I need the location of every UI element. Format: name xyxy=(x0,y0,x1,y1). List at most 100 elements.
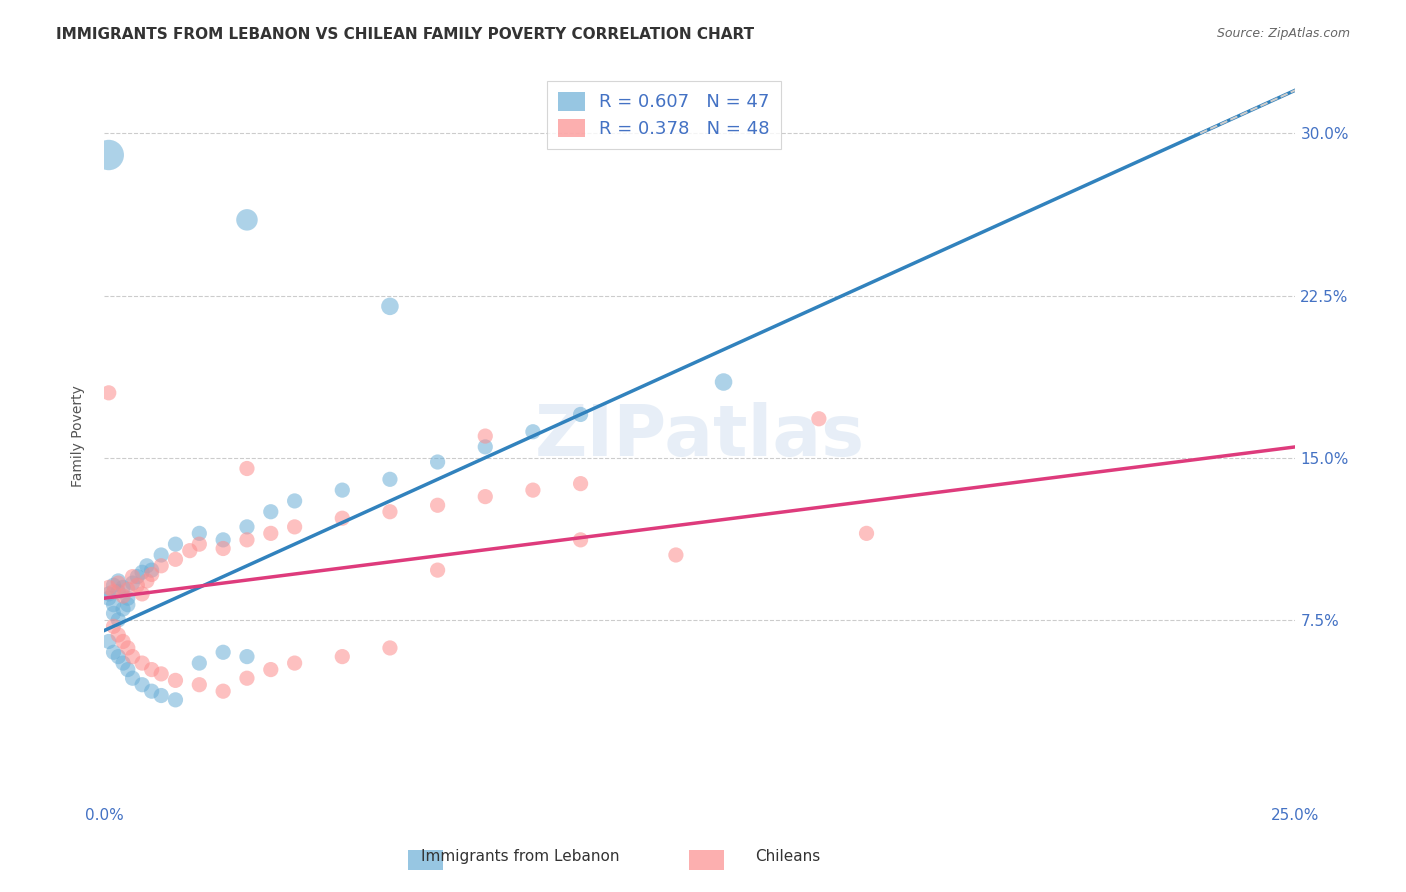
Point xyxy=(212,645,235,659)
Point xyxy=(569,533,592,547)
Point xyxy=(713,375,735,389)
Point xyxy=(260,663,283,677)
Point xyxy=(107,584,129,599)
Point xyxy=(212,684,235,698)
Point xyxy=(474,440,496,454)
Point xyxy=(121,569,143,583)
Point xyxy=(97,581,120,595)
Point xyxy=(378,640,401,655)
Point xyxy=(236,520,259,534)
Text: Source: ZipAtlas.com: Source: ZipAtlas.com xyxy=(1216,27,1350,40)
Point xyxy=(131,566,153,580)
Text: Immigrants from Lebanon: Immigrants from Lebanon xyxy=(420,849,620,863)
Point xyxy=(330,511,353,525)
Point xyxy=(330,649,353,664)
Point xyxy=(165,693,187,707)
Point xyxy=(474,429,496,443)
Point xyxy=(127,578,149,592)
Point xyxy=(260,526,283,541)
Point xyxy=(236,461,259,475)
Point xyxy=(284,520,307,534)
Point xyxy=(112,656,135,670)
Point xyxy=(135,574,157,588)
Point xyxy=(522,425,544,439)
Point xyxy=(236,533,259,547)
Point xyxy=(378,472,401,486)
Point xyxy=(284,656,307,670)
Point xyxy=(141,567,163,582)
Point xyxy=(107,613,129,627)
Point xyxy=(236,671,259,685)
Point xyxy=(103,645,125,659)
Point xyxy=(150,548,173,562)
Point xyxy=(135,558,157,573)
Point xyxy=(522,483,544,497)
Point xyxy=(188,678,211,692)
Point xyxy=(112,634,135,648)
Point xyxy=(121,576,143,591)
Point xyxy=(378,505,401,519)
Point xyxy=(97,385,120,400)
Point xyxy=(150,666,173,681)
Point xyxy=(330,483,353,497)
Point xyxy=(127,569,149,583)
Text: IMMIGRANTS FROM LEBANON VS CHILEAN FAMILY POVERTY CORRELATION CHART: IMMIGRANTS FROM LEBANON VS CHILEAN FAMIL… xyxy=(56,27,755,42)
Point xyxy=(188,656,211,670)
Point xyxy=(426,455,449,469)
Point xyxy=(131,587,153,601)
Point xyxy=(236,649,259,664)
Point xyxy=(131,678,153,692)
Point xyxy=(141,663,163,677)
Point xyxy=(117,663,139,677)
Point xyxy=(165,552,187,566)
Point xyxy=(121,649,143,664)
Point xyxy=(103,607,125,621)
Point xyxy=(141,563,163,577)
Text: ZIPatlas: ZIPatlas xyxy=(534,401,865,471)
Point xyxy=(107,628,129,642)
Point xyxy=(150,558,173,573)
Point xyxy=(97,148,120,162)
Point xyxy=(179,543,201,558)
Point xyxy=(97,587,120,601)
Point xyxy=(212,541,235,556)
Legend: R = 0.607   N = 47, R = 0.378   N = 48: R = 0.607 N = 47, R = 0.378 N = 48 xyxy=(547,81,780,149)
Point xyxy=(97,634,120,648)
Point xyxy=(426,498,449,512)
Point xyxy=(188,537,211,551)
Point xyxy=(107,574,129,588)
Point xyxy=(141,684,163,698)
Point xyxy=(112,589,135,603)
Point xyxy=(107,576,129,591)
Point xyxy=(121,671,143,685)
Point xyxy=(97,591,120,606)
Point xyxy=(665,548,688,562)
Point xyxy=(474,490,496,504)
Point xyxy=(103,584,125,599)
Point xyxy=(112,581,135,595)
Point xyxy=(117,598,139,612)
Point xyxy=(131,656,153,670)
Point xyxy=(378,299,401,313)
Point xyxy=(188,526,211,541)
Point xyxy=(260,505,283,519)
Point xyxy=(569,408,592,422)
Point xyxy=(117,591,139,606)
Point xyxy=(117,582,139,597)
Point xyxy=(150,689,173,703)
Point xyxy=(112,602,135,616)
Point xyxy=(165,537,187,551)
Point xyxy=(855,526,877,541)
Point xyxy=(103,619,125,633)
Point xyxy=(284,494,307,508)
Text: Chileans: Chileans xyxy=(755,849,820,863)
Point xyxy=(107,649,129,664)
Y-axis label: Family Poverty: Family Poverty xyxy=(72,385,86,487)
Point xyxy=(165,673,187,688)
Point xyxy=(236,212,259,227)
Point xyxy=(426,563,449,577)
Point xyxy=(569,476,592,491)
Point xyxy=(212,533,235,547)
Point xyxy=(103,598,125,612)
Point xyxy=(103,578,125,592)
